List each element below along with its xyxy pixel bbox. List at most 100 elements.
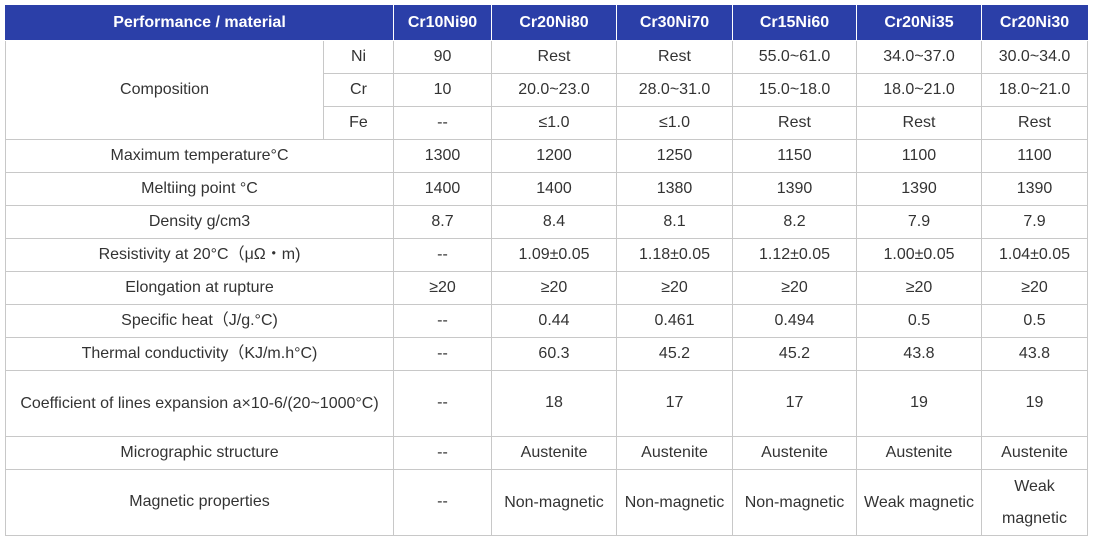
property-label: Specific heat（J/g.°C) (5, 304, 394, 338)
header-corner-cell: Performance / material (5, 5, 394, 41)
table-cell: ≤1.0 (616, 106, 733, 140)
table-cell: -- (393, 106, 492, 140)
table-cell: ≥20 (491, 271, 617, 305)
table-cell: 1.00±0.05 (856, 238, 982, 272)
table-cell: 1400 (393, 172, 492, 206)
table-cell: 7.9 (856, 205, 982, 239)
table-cell: -- (393, 337, 492, 371)
table-cell: -- (393, 304, 492, 338)
table-cell: 1300 (393, 139, 492, 173)
table-cell: 1390 (856, 172, 982, 206)
table-row: Resistivity at 20°C（μΩ・m) -- 1.09±0.05 1… (5, 238, 1088, 272)
table-cell: ≥20 (393, 271, 492, 305)
material-header: Cr10Ni90 (393, 5, 492, 41)
table-cell: Austenite (616, 436, 733, 470)
table-cell: Austenite (491, 436, 617, 470)
table-cell: 60.3 (491, 337, 617, 371)
table-cell: 17 (732, 370, 857, 437)
table-cell: 0.5 (856, 304, 982, 338)
material-header: Cr20Ni35 (856, 5, 982, 41)
table-row: Fe -- ≤1.0 ≤1.0 Rest Rest Rest (6, 106, 1088, 140)
property-label: Resistivity at 20°C（μΩ・m) (5, 238, 394, 272)
table-row: Composition Ni 90 Rest Rest 55.0~61.0 34… (5, 40, 1088, 140)
table-cell: 19 (856, 370, 982, 437)
table-cell: 1.12±0.05 (732, 238, 857, 272)
table-cell: 0.461 (616, 304, 733, 338)
table-row: Coefficient of lines expansion a×10-6/(2… (5, 370, 1088, 437)
table-cell: 0.5 (981, 304, 1088, 338)
table-cell: 1.04±0.05 (981, 238, 1088, 272)
element-label: Fe (323, 106, 394, 140)
table-cell: Non-magnetic (616, 469, 733, 536)
table-cell: 19 (981, 370, 1088, 437)
element-label: Ni (323, 40, 394, 74)
table-cell: 8.4 (491, 205, 617, 239)
table-cell: -- (393, 238, 492, 272)
table-cell: 7.9 (981, 205, 1088, 239)
table-cell: 1150 (732, 139, 857, 173)
table-cell: 18 (491, 370, 617, 437)
table-cell: 1200 (491, 139, 617, 173)
table-cell: Rest (856, 106, 982, 140)
table-row: Micrographic structure -- Austenite Aust… (5, 436, 1088, 470)
material-header: Cr15Ni60 (732, 5, 857, 41)
property-label: Density g/cm3 (5, 205, 394, 239)
table-cell: ≥20 (856, 271, 982, 305)
table-cell: 1100 (981, 139, 1088, 173)
table-cell: ≥20 (732, 271, 857, 305)
table-cell: 1100 (856, 139, 982, 173)
property-label: Coefficient of lines expansion a×10-6/(2… (5, 370, 394, 437)
property-label: Elongation at rupture (5, 271, 394, 305)
table-cell: Rest (981, 106, 1088, 140)
table-cell: 30.0~34.0 (981, 40, 1088, 74)
property-label: Micrographic structure (5, 436, 394, 470)
table-cell: ≤1.0 (491, 106, 617, 140)
table-cell: 34.0~37.0 (856, 40, 982, 74)
element-label: Cr (323, 73, 394, 107)
table-cell: Austenite (981, 436, 1088, 470)
material-header: Cr20Ni30 (981, 5, 1088, 41)
table-row: Meltiing point °C 1400 1400 1380 1390 13… (5, 172, 1088, 206)
table-body: Composition Ni 90 Rest Rest 55.0~61.0 34… (5, 40, 1088, 536)
table-cell: Rest (491, 40, 617, 74)
table-cell: Non-magnetic (732, 469, 857, 536)
table-cell: Austenite (732, 436, 857, 470)
table-cell: ≥20 (616, 271, 733, 305)
table-cell: 1.18±0.05 (616, 238, 733, 272)
table-cell: 43.8 (856, 337, 982, 371)
table-cell: 45.2 (732, 337, 857, 371)
table-cell: 17 (616, 370, 733, 437)
table-cell: Rest (732, 106, 857, 140)
property-label: Thermal conductivity（KJ/m.h°C) (5, 337, 394, 371)
table-row: Specific heat（J/g.°C) -- 0.44 0.461 0.49… (5, 304, 1088, 338)
table-cell: Weak magnetic (856, 469, 982, 536)
composition-label: Composition (5, 40, 324, 140)
table-cell: Austenite (856, 436, 982, 470)
table-cell: 20.0~23.0 (491, 73, 617, 107)
material-header: Cr20Ni80 (491, 5, 617, 41)
table-cell: 90 (393, 40, 492, 74)
table-cell: -- (393, 436, 492, 470)
table-cell: 8.2 (732, 205, 857, 239)
property-label: Maximum temperature°C (5, 139, 394, 173)
table-cell: 1250 (616, 139, 733, 173)
table-cell: Non-magnetic (491, 469, 617, 536)
table-cell: 55.0~61.0 (732, 40, 857, 74)
header-row: Performance / material Cr10Ni90 Cr20Ni80… (5, 5, 1088, 41)
table-cell: 8.7 (393, 205, 492, 239)
table-cell: Weak magnetic (981, 469, 1088, 536)
table-cell: 18.0~21.0 (981, 73, 1088, 107)
table-cell: 28.0~31.0 (616, 73, 733, 107)
table-cell: -- (393, 370, 492, 437)
table-row: Elongation at rupture ≥20 ≥20 ≥20 ≥20 ≥2… (5, 271, 1088, 305)
table-row: Maximum temperature°C 1300 1200 1250 115… (5, 139, 1088, 173)
table-cell: 1380 (616, 172, 733, 206)
table-cell: 0.44 (491, 304, 617, 338)
table-cell: 8.1 (616, 205, 733, 239)
table-cell: 1390 (981, 172, 1088, 206)
table-cell: 1.09±0.05 (491, 238, 617, 272)
property-label: Magnetic properties (5, 469, 394, 536)
table-row: Thermal conductivity（KJ/m.h°C) -- 60.3 4… (5, 337, 1088, 371)
table-header: Performance / material Cr10Ni90 Cr20Ni80… (5, 5, 1088, 41)
table-cell: 1400 (491, 172, 617, 206)
